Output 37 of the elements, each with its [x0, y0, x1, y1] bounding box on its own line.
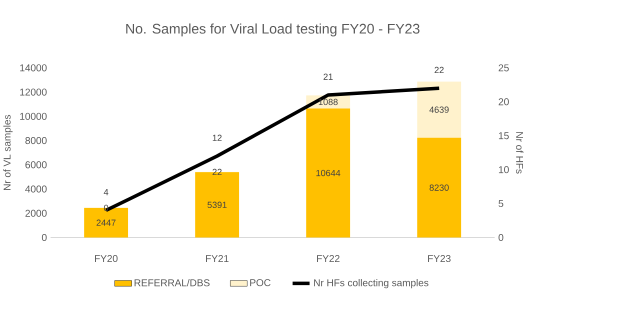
y-tick-label: 14000 — [20, 64, 47, 72]
y-tick-label: 12000 — [20, 88, 47, 96]
y2-tick-label: 0 — [498, 234, 504, 241]
data-label: 4 — [104, 188, 108, 196]
x-tick-label: FY23 — [428, 254, 451, 262]
y-axis-title: Nr of VL samples — [3, 114, 13, 190]
chart-title: No. Samples for Viral Load testing FY20 - FY23 — [126, 23, 420, 36]
data-label: 5391 — [208, 202, 227, 208]
y2-tick-label: 25 — [498, 64, 509, 72]
legend-label: REFERRAL/DBS — [134, 278, 210, 286]
y-tick-label: 0 — [42, 234, 47, 241]
legend-label: Nr HFs collecting samples — [314, 278, 428, 288]
y2-tick-label: 10 — [498, 166, 509, 174]
y-tick-label: 2000 — [25, 210, 47, 217]
y2-tick-label: 15 — [498, 132, 509, 140]
y-tick-label: 4000 — [25, 185, 47, 192]
y-tick-label: 10000 — [20, 112, 47, 120]
x-tick-label: FY22 — [317, 254, 340, 262]
y-tick-label: 6000 — [25, 161, 47, 168]
y2-axis-title: Nr of HFs — [516, 132, 524, 174]
y2-tick-label: 5 — [498, 200, 504, 207]
data-label: 12 — [212, 134, 222, 141]
bar — [417, 138, 462, 238]
x-tick-label: FY20 — [95, 254, 118, 262]
data-label: 4639 — [429, 106, 449, 113]
legend-label: POC — [250, 278, 271, 286]
data-label: 1088 — [318, 98, 338, 105]
y-tick-label: 8000 — [25, 136, 47, 144]
bar — [417, 81, 462, 138]
x-tick-label: FY21 — [206, 254, 229, 262]
data-label: 8230 — [430, 184, 449, 191]
y2-tick-label: 20 — [498, 98, 509, 106]
bar — [306, 108, 350, 238]
data-label: 2447 — [96, 219, 116, 226]
data-label: 22 — [434, 66, 444, 73]
data-label: 21 — [324, 73, 333, 80]
data-label: 10644 — [316, 170, 340, 176]
